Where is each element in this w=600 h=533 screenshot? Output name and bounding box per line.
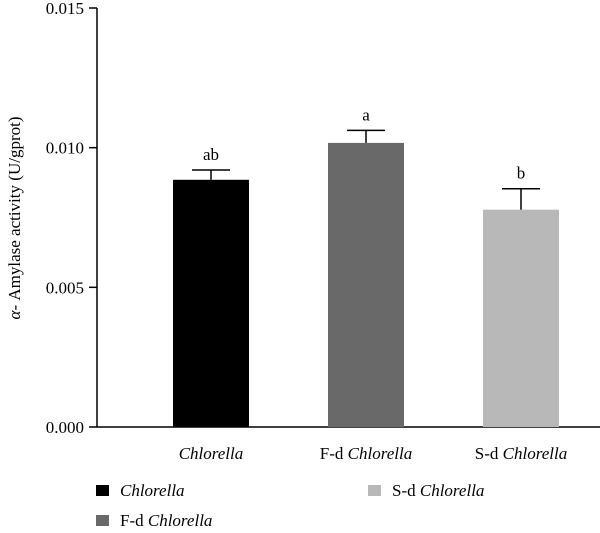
- y-axis-label-greek: α: [5, 309, 24, 319]
- y-tick-label: 0.010: [46, 139, 84, 158]
- y-ticks: 0.000 0.005 0.010 0.015: [46, 0, 97, 437]
- x-tick-label: S-d Chlorella: [475, 444, 567, 463]
- legend: Chlorella S-d Chlorella F-d Chlorella: [96, 481, 484, 530]
- legend-swatch: [96, 485, 109, 496]
- x-tick-labels: Chlorella F-d Chlorella S-d Chlorella: [179, 444, 567, 463]
- y-tick-label: 0.005: [46, 278, 84, 297]
- legend-label: S-d Chlorella: [392, 481, 484, 500]
- significance-label: a: [362, 105, 370, 124]
- y-axis-label-text: - Amylase activity (U/gprot): [5, 117, 24, 311]
- legend-label: F-d Chlorella: [120, 511, 212, 530]
- svg-text:α- Amylase activity (U/gprot): α- Amylase activity (U/gprot): [5, 117, 24, 320]
- y-tick-label: 0.000: [46, 418, 84, 437]
- x-tick-label: Chlorella: [179, 444, 244, 463]
- legend-swatch: [368, 485, 381, 496]
- bar: [483, 209, 559, 427]
- bar: [173, 179, 249, 427]
- significance-label: ab: [203, 145, 219, 164]
- y-axis-label: α- Amylase activity (U/gprot): [5, 117, 24, 320]
- significance-label: b: [517, 164, 526, 183]
- legend-label: Chlorella: [120, 481, 185, 500]
- y-tick-label: 0.015: [46, 0, 84, 18]
- bar: [328, 142, 404, 427]
- x-tick-label: F-d Chlorella: [320, 444, 412, 463]
- legend-swatch: [96, 515, 109, 526]
